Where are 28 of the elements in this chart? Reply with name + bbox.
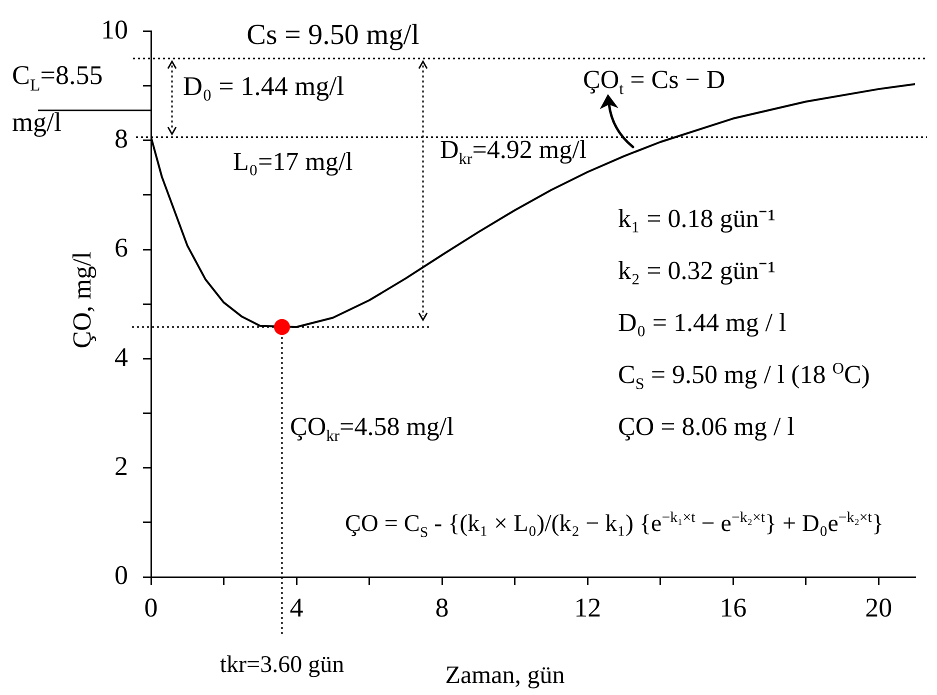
y-axis-title: ÇO, mg/l [66, 252, 98, 348]
x-tick-label: 12 [574, 592, 602, 622]
annotation: L₀=17 mg/l [233, 146, 353, 177]
ref-line-label: tkr=3.60 gün [220, 650, 344, 680]
y-tick-label: 8 [114, 123, 128, 154]
annotation: ÇO$_{kr}$=4.58 mg/l [290, 410, 454, 445]
x-tick-label: 20 [865, 592, 892, 622]
annotation: k₂ = 0.32 gün⁻¹ [618, 254, 776, 286]
ref-line-label: C$_{L}$=8.55 mg/l [12, 60, 103, 137]
annotation: ÇO$_{t}$ = Cs − D [583, 64, 726, 98]
y-tick-label: 4 [114, 342, 128, 372]
annotation: D₀ = 1.44 mg / l [618, 306, 786, 338]
x-axis-title: Zaman, gün [445, 660, 565, 691]
annotation: D$_{kr}$=4.92 mg/l [440, 134, 587, 168]
x-tick-label: 4 [290, 592, 304, 622]
ref-line-label: Cs = 9.50 mg/l [246, 18, 420, 53]
x-tick-label: 16 [720, 592, 747, 622]
annotation: ÇO = 8.06 mg / l [618, 410, 794, 442]
annotation: C$_{S}$ = 9.50 mg / l (18 $^{O}$C) [618, 358, 870, 393]
y-tick-label: 0 [114, 560, 128, 590]
x-tick-label: 8 [435, 592, 449, 622]
annotation: k₁ = 0.18 gün⁻¹ [618, 202, 776, 234]
text: ÇO = C$_{S}$ - {(k₁ × L₀)/(k₂ − k₁) {e$^{−k₁×t}$ − e$^{−k₂×t}$} + D₀e$^{−k₂×t}$} [345, 510, 884, 540]
x-tick-label: 0 [144, 592, 158, 622]
y-tick-label: 6 [114, 232, 128, 263]
y-tick-label: 10 [101, 14, 128, 44]
y-tick-label: 2 [114, 450, 128, 481]
annotation: D₀ = 1.44 mg/l [183, 70, 344, 102]
